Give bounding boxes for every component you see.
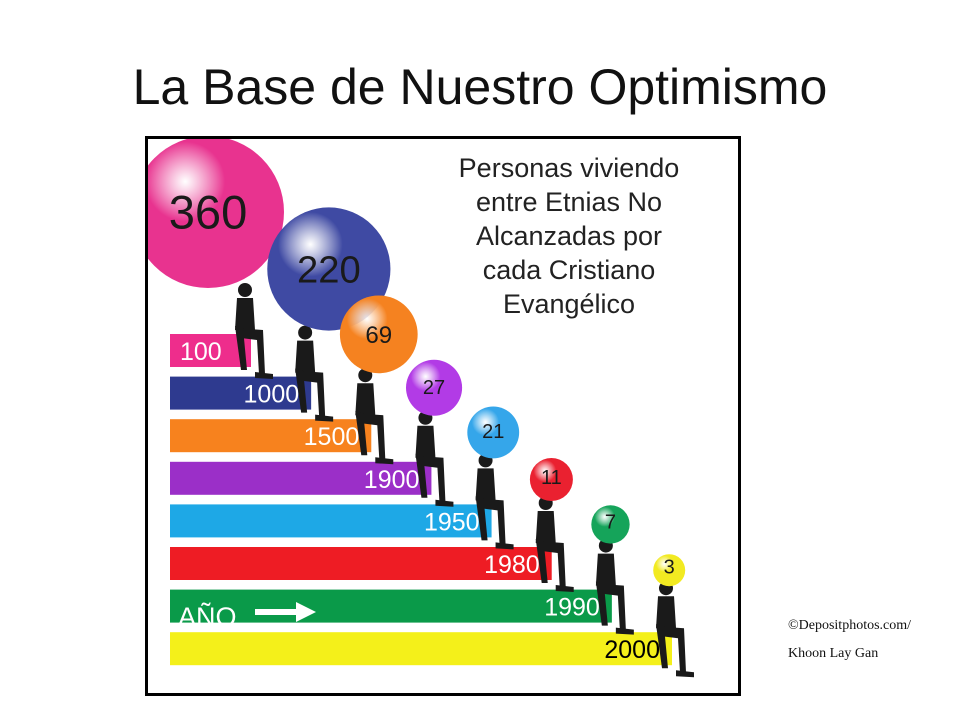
- bar-label-1950: 1950: [424, 508, 480, 536]
- bar-label-2000: 2000: [604, 636, 660, 664]
- bubble-label-1000: 220: [297, 249, 361, 292]
- bar-1980: [170, 547, 552, 580]
- people-layer: [235, 283, 694, 678]
- bubbles-layer: 360 220 69 27 21 11 7 3: [148, 139, 686, 587]
- person-silhouette-1900: [415, 410, 454, 507]
- person-silhouette-1990: [595, 538, 634, 635]
- image-credit: ©Depositphotos.com/ Khoon Lay Gan: [788, 612, 911, 668]
- bar-label-1990: 1990: [544, 594, 600, 622]
- bar-label-100: 100: [180, 338, 222, 366]
- bar-1900: [170, 461, 432, 495]
- bubble-100: [148, 139, 284, 288]
- person-silhouette-100: [235, 283, 273, 379]
- bubble-label-1900: 27: [423, 377, 445, 399]
- bubble-1980: [529, 457, 573, 501]
- bar-label-1500: 1500: [304, 423, 360, 451]
- bar-1950: [170, 504, 492, 538]
- chart-title-line-5: Evangélico: [503, 289, 635, 319]
- chart-title: Personas viviendo entre Etnias No Alcanzad…: [459, 153, 680, 319]
- bar-2000: [170, 632, 672, 666]
- person-silhouette-1000: [295, 325, 334, 422]
- person-silhouette-1950: [475, 453, 514, 550]
- bubble-label-1500: 69: [365, 322, 392, 349]
- bar-1990: [170, 589, 612, 623]
- bubble-label-1950: 21: [482, 421, 504, 443]
- bubble-label-100: 360: [169, 186, 248, 239]
- legend-layer: AÑO: [178, 601, 316, 632]
- chart-title-line-1: Personas viviendo: [459, 153, 680, 183]
- bubble-label-1990: 7: [605, 512, 616, 534]
- bubble-1990: [591, 505, 630, 544]
- slide-title: La Base de Nuestro Optimismo: [132, 59, 828, 115]
- chart-title-line-2: entre Etnias No: [476, 187, 662, 217]
- credit-line-2: Khoon Lay Gan: [788, 646, 879, 661]
- credit-line-1: ©Depositphotos.com/: [788, 618, 912, 633]
- bubble-2000: [653, 554, 686, 587]
- bubble-1500: [339, 295, 418, 374]
- person-silhouette-2000: [656, 581, 694, 678]
- bubble-1950: [467, 406, 520, 459]
- chart-title-line-3: Alcanzadas por: [476, 221, 662, 251]
- bar-1500: [170, 419, 372, 453]
- bubble-1900: [405, 359, 463, 416]
- person-silhouette-1980: [535, 496, 574, 592]
- person-silhouette-1500: [355, 368, 394, 465]
- bar-label-1980: 1980: [484, 551, 540, 579]
- arrow-right-icon: [255, 602, 316, 622]
- bubble-label-2000: 3: [664, 557, 675, 579]
- axis-label: AÑO: [178, 601, 237, 632]
- chart-frame: 100 1000 1500 1900 1950 1980 1990 2000 360 220 69…: [145, 136, 741, 696]
- bar-1000: [170, 376, 312, 410]
- chart-title-line-4: cada Cristiano: [483, 255, 656, 285]
- bubble-label-1980: 11: [541, 467, 562, 489]
- bar-label-1900: 1900: [364, 466, 420, 494]
- bar-label-1000: 1000: [244, 381, 300, 409]
- bubble-1000: [267, 207, 391, 331]
